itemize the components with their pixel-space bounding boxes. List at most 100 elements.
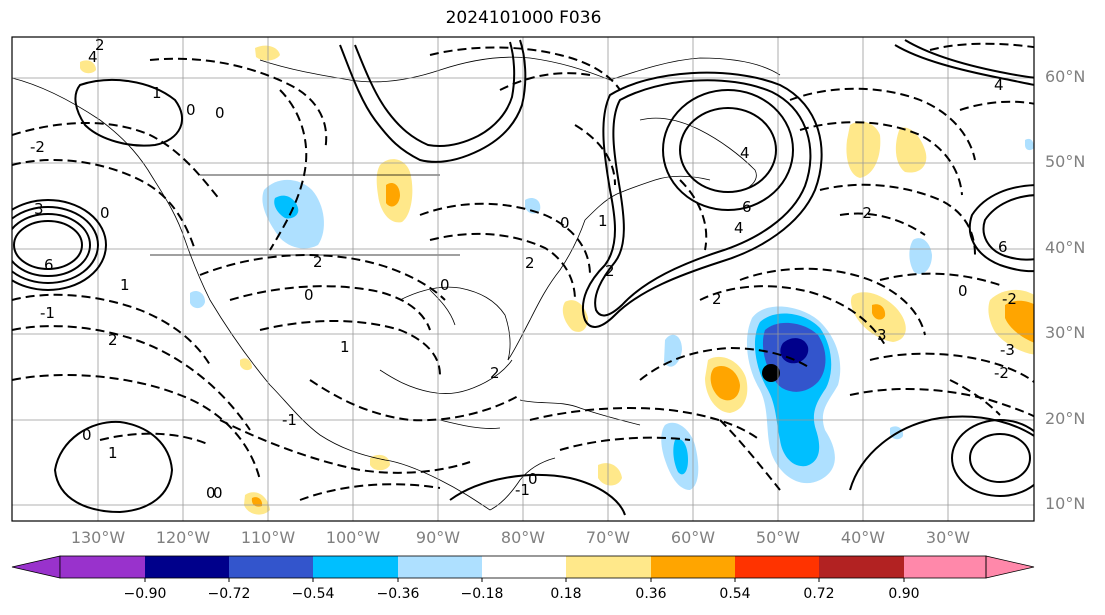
contour-label: 4 <box>740 144 750 162</box>
lon-label-100w: 100°W <box>325 528 381 547</box>
negative-anomaly-plains-core <box>274 195 299 219</box>
contour-label: 2 <box>712 290 722 308</box>
lat-label-10n: 10°N <box>1045 494 1086 513</box>
contour-label: 2 <box>490 364 500 382</box>
contour-label: -1 <box>40 304 55 322</box>
positive-anomaly-small6 <box>240 358 252 371</box>
contour-label: -2 <box>30 138 45 156</box>
positive-anomaly-small1 <box>255 45 280 61</box>
lon-label-90w: 90°W <box>415 528 461 547</box>
contour-label: 2 <box>95 36 105 54</box>
contour-label: 0 <box>440 276 450 294</box>
negative-anomaly-caribbean-core <box>673 439 688 475</box>
contour-label: -1 <box>282 411 297 429</box>
contour-label: 0 <box>958 282 968 300</box>
positive-anomaly-atlantic-core <box>710 365 740 401</box>
contour-label: 4 <box>734 219 744 237</box>
lon-label-120w: 120°W <box>155 528 211 547</box>
lat-lon-grid <box>12 37 1034 521</box>
negative-anomaly-small5 <box>1025 138 1034 151</box>
colorbar-segment <box>651 556 735 578</box>
contour-label: 2 <box>108 331 118 349</box>
lon-label-40w: 40°W <box>840 528 886 547</box>
positive-anomaly-east1-core <box>872 304 886 320</box>
colorbar-segment <box>313 556 398 578</box>
colorbar <box>11 555 1035 582</box>
lon-label-50w: 50°W <box>755 528 801 547</box>
contour-label: 0 <box>206 484 216 502</box>
contour-label: 0 <box>186 101 196 119</box>
contour-label: 6 <box>998 238 1008 256</box>
contour-label: 0 <box>215 104 225 122</box>
anomaly-shading <box>80 45 1034 515</box>
positive-anomaly-small5 <box>598 463 622 486</box>
contour-label: 0 <box>560 214 570 232</box>
colorbar-segment <box>735 556 819 578</box>
contour-label: 0 <box>304 286 314 304</box>
positive-anomaly-small4-core <box>251 497 263 507</box>
colorbar-segment <box>229 556 313 578</box>
contour-label: 1 <box>108 444 118 462</box>
contour-label: 3 <box>34 200 44 218</box>
contour-label: 6 <box>742 198 752 216</box>
contour-label: 6 <box>44 256 54 274</box>
lat-label-50n: 50°N <box>1045 152 1086 171</box>
lat-label-40n: 40°N <box>1045 238 1086 257</box>
contour-label: 1 <box>120 276 130 294</box>
colorbar-tick-label: 0.36 <box>635 586 667 602</box>
lon-label-130w: 130°W <box>70 528 126 547</box>
colorbar-segment <box>819 556 904 578</box>
solid-contours <box>12 39 1034 516</box>
contour-label: 2 <box>525 254 535 272</box>
lon-label-80w: 80°W <box>500 528 546 547</box>
colorbar-tick-label: −0.18 <box>460 586 504 602</box>
positive-anomaly-east2-core <box>1005 300 1034 343</box>
negative-anomaly-small1 <box>190 291 205 309</box>
contour-label: 0 <box>528 470 538 488</box>
map-frame <box>11 36 1035 522</box>
lon-label-60w: 60°W <box>670 528 716 547</box>
colorbar-min-extension <box>11 555 61 579</box>
contour-labels: 0 2 4 6 1 3 -1 -2 0 2 2 4 6 1 0 2 -2 4 6… <box>30 36 1017 502</box>
contour-label: 0 <box>100 204 110 222</box>
contour-label: 0 <box>82 426 92 444</box>
colorbar-segment <box>482 556 566 578</box>
positive-anomaly-small2 <box>80 60 96 74</box>
colorbar-segment <box>566 556 651 578</box>
colorbar-tick-label: 0.54 <box>719 586 751 602</box>
lat-label-30n: 30°N <box>1045 323 1086 342</box>
contour-label: 0 <box>213 484 223 502</box>
colorbar-tick-label: −0.90 <box>123 586 167 602</box>
contour-label: -2 <box>1002 290 1017 308</box>
contour-label: -3 <box>1000 341 1015 359</box>
colorbar-tick-label: 0.18 <box>550 586 582 602</box>
colorbar-tick-label: 0.72 <box>803 586 835 602</box>
contour-label: 2 <box>605 262 615 280</box>
colorbar-max-extension <box>985 555 1035 579</box>
colorbar-segment <box>904 556 986 578</box>
colorbar-tick-label: −0.36 <box>376 586 420 602</box>
contour-label: 1 <box>152 84 162 102</box>
contour-label: 1 <box>340 338 350 356</box>
lat-label-20n: 20°N <box>1045 409 1086 428</box>
contour-label: 1 <box>598 212 608 230</box>
lat-label-60n: 60°N <box>1045 67 1086 86</box>
map-title: 2024101000 F036 <box>445 8 602 28</box>
positive-anomaly-greatlakes-core <box>386 183 400 207</box>
contour-label: 2 <box>313 253 323 271</box>
colorbar-tick-label: −0.72 <box>207 586 251 602</box>
positive-anomaly-florida <box>562 300 588 332</box>
colorbar-segment <box>60 556 145 578</box>
positive-anomaly-small3 <box>370 454 390 471</box>
lon-label-30w: 30°W <box>925 528 971 547</box>
contour-label: 3 <box>877 326 887 344</box>
dashed-contours <box>12 42 1034 501</box>
colorbar-tick-label: 0.90 <box>888 586 920 602</box>
lon-label-110w: 110°W <box>240 528 296 547</box>
contour-label: 4 <box>88 48 98 66</box>
contour-label: 4 <box>994 76 1004 94</box>
colorbar-segment <box>398 556 482 578</box>
negative-anomaly-small3 <box>525 198 541 214</box>
lon-label-70w: 70°W <box>585 528 631 547</box>
